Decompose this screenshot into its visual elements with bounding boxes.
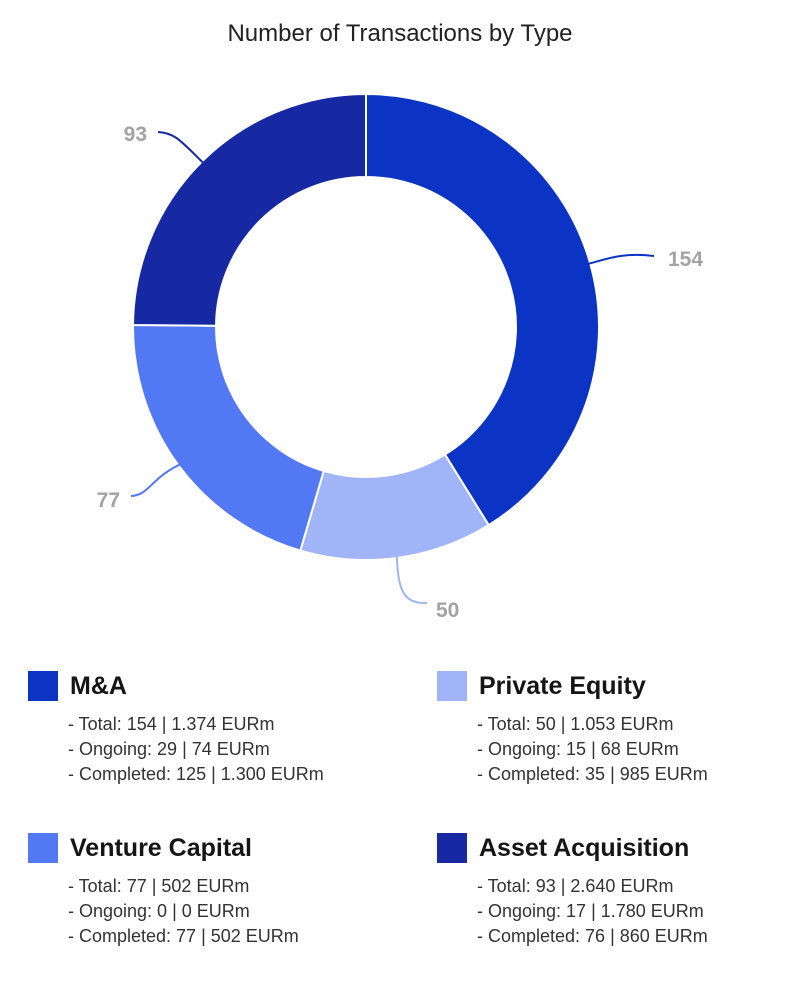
donut-chart: 154 50 77 93 bbox=[97, 92, 703, 622]
legend-item-m-and-a: M&A - Total: 154 | 1.374 EURm - Ongoing:… bbox=[28, 668, 368, 787]
legend-item-venture-capital: Venture Capital - Total: 77 | 502 EURm -… bbox=[28, 830, 368, 949]
legend-total: - Total: 77 | 502 EURm bbox=[68, 876, 250, 896]
leader-line bbox=[157, 131, 206, 166]
donut-slice-asset-acquisition bbox=[131, 92, 367, 327]
legend-total: - Total: 93 | 2.640 EURm bbox=[477, 876, 674, 896]
legend-ongoing: - Ongoing: 17 | 1.780 EURm bbox=[477, 901, 704, 921]
data-label: 77 bbox=[97, 489, 120, 512]
legend-swatch bbox=[28, 671, 58, 701]
legend-completed: - Completed: 77 | 502 EURm bbox=[68, 926, 299, 946]
legend-ongoing: - Ongoing: 15 | 68 EURm bbox=[477, 739, 679, 759]
legend-completed: - Completed: 76 | 860 EURm bbox=[477, 926, 708, 946]
donut-slice-venture-capital bbox=[132, 324, 325, 552]
chart-title: Number of Transactions by Type bbox=[227, 20, 573, 47]
legend-name: Venture Capital bbox=[70, 833, 252, 862]
legend-ongoing: - Ongoing: 29 | 74 EURm bbox=[68, 739, 270, 759]
leader-line bbox=[130, 462, 183, 497]
legend-completed: - Completed: 35 | 985 EURm bbox=[477, 764, 708, 784]
donut-slice-m-a bbox=[365, 92, 600, 527]
legend-item-private-equity: Private Equity - Total: 50 | 1.053 EURm … bbox=[437, 668, 777, 787]
data-label: 50 bbox=[436, 599, 459, 622]
leader-line bbox=[395, 553, 428, 605]
data-label: 93 bbox=[124, 123, 147, 146]
legend-swatch bbox=[437, 833, 467, 863]
legend-ongoing: - Ongoing: 0 | 0 EURm bbox=[68, 901, 250, 921]
data-label: 154 bbox=[668, 248, 703, 271]
legend-swatch bbox=[28, 833, 58, 863]
legend-name: Private Equity bbox=[479, 671, 646, 700]
legend-completed: - Completed: 125 | 1.300 EURm bbox=[68, 764, 324, 784]
legend-name: Asset Acquisition bbox=[479, 833, 690, 862]
leader-line bbox=[586, 253, 655, 266]
legend-total: - Total: 154 | 1.374 EURm bbox=[68, 714, 275, 734]
legend-name: M&A bbox=[70, 671, 127, 700]
legend-item-asset-acquisition: Asset Acquisition - Total: 93 | 2.640 EU… bbox=[437, 830, 777, 949]
legend-total: - Total: 50 | 1.053 EURm bbox=[477, 714, 674, 734]
legend-swatch bbox=[437, 671, 467, 701]
